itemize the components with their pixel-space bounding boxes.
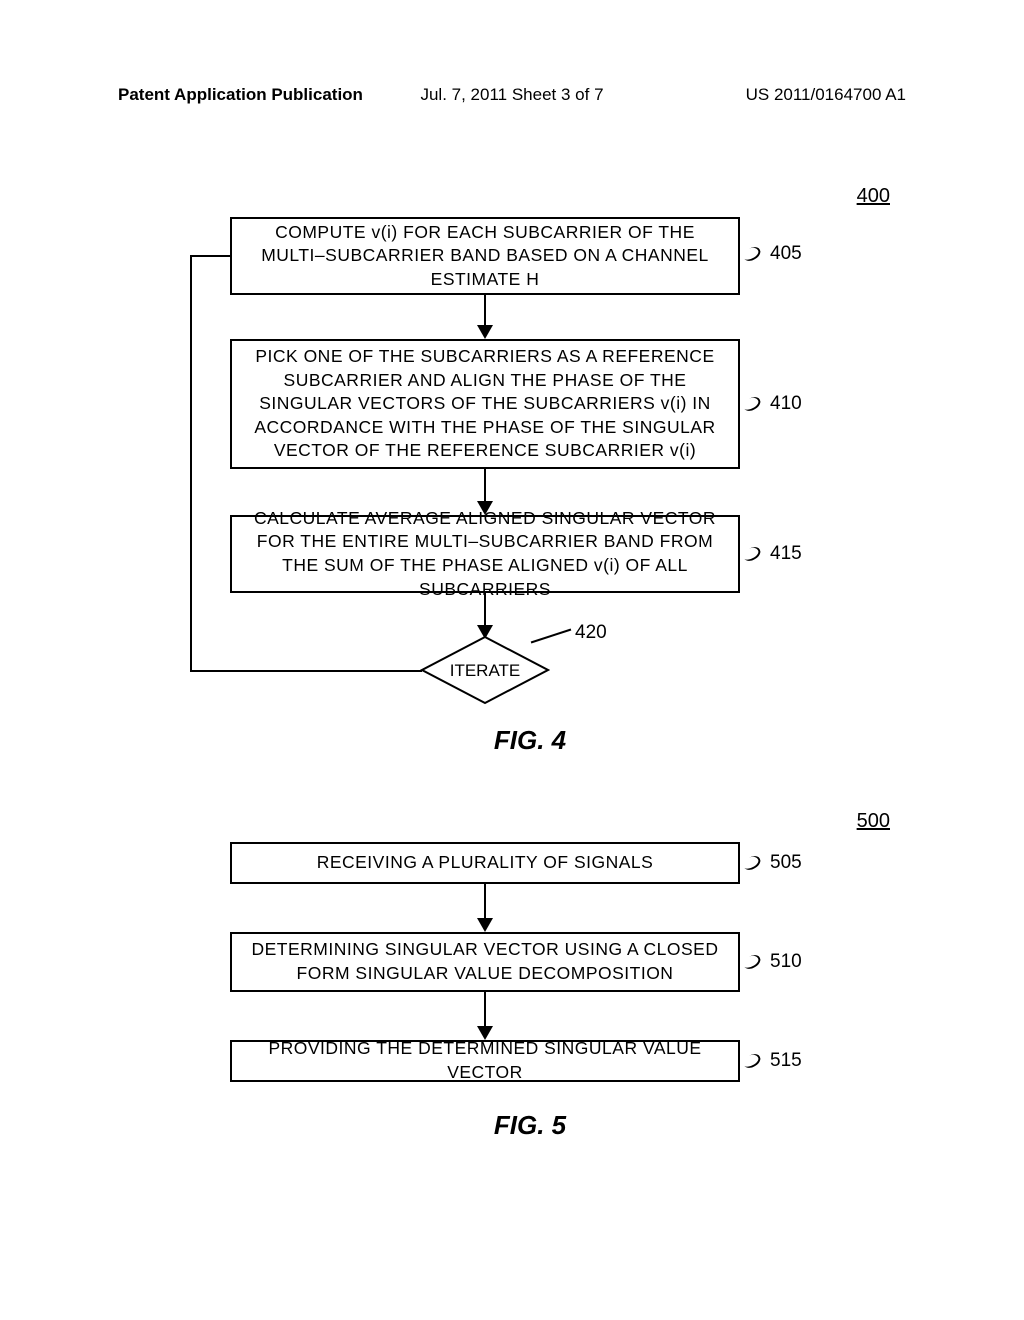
loop-v-left [190, 255, 192, 672]
box-405: COMPUTE v(i) FOR EACH SUBCARRIER OF THE … [230, 217, 740, 295]
arrowhead-405-410 [477, 325, 493, 339]
ref-510: 510 [770, 951, 802, 973]
ref-415: 415 [770, 543, 802, 565]
box-415: CALCULATE AVERAGE ALIGNED SINGULAR VECTO… [230, 515, 740, 593]
loop-h-bottom [190, 670, 422, 672]
figure-number-400: 400 [857, 185, 890, 208]
arc-410 [741, 394, 763, 413]
header-center: Jul. 7, 2011 Sheet 3 of 7 [420, 85, 603, 105]
iterate-text: ITERATE [450, 661, 521, 680]
ref-505: 505 [770, 852, 802, 874]
page-header: Patent Application Publication Jul. 7, 2… [0, 85, 1024, 105]
arrow-405-410 [484, 295, 486, 325]
arc-405 [741, 244, 763, 263]
arc-515 [741, 1051, 763, 1070]
arrow-415-420 [484, 593, 486, 625]
ref-420: 420 [575, 622, 607, 644]
header-left: Patent Application Publication [118, 85, 363, 105]
loop-h-top [190, 255, 230, 257]
arrowhead-505-510 [477, 918, 493, 932]
arc-510 [741, 952, 763, 971]
figure-label-4: FIG. 4 [494, 725, 566, 756]
arrow-510-515 [484, 992, 486, 1026]
ref-410: 410 [770, 393, 802, 415]
figure-number-500: 500 [857, 810, 890, 833]
arc-415 [741, 544, 763, 563]
arc-505 [741, 853, 763, 872]
figure-label-5: FIG. 5 [494, 1110, 566, 1141]
arrow-505-510 [484, 884, 486, 918]
box-410: PICK ONE OF THE SUBCARRIERS AS A REFEREN… [230, 339, 740, 469]
ref-405: 405 [770, 243, 802, 265]
diamond-iterate: ITERATE [420, 635, 550, 705]
ref-515: 515 [770, 1050, 802, 1072]
header-right: US 2011/0164700 A1 [746, 85, 906, 105]
box-510: DETERMINING SINGULAR VECTOR USING A CLOS… [230, 932, 740, 992]
arrow-410-415 [484, 469, 486, 501]
box-505: RECEIVING A PLURALITY OF SIGNALS [230, 842, 740, 884]
box-515: PROVIDING THE DETERMINED SINGULAR VALUE … [230, 1040, 740, 1082]
